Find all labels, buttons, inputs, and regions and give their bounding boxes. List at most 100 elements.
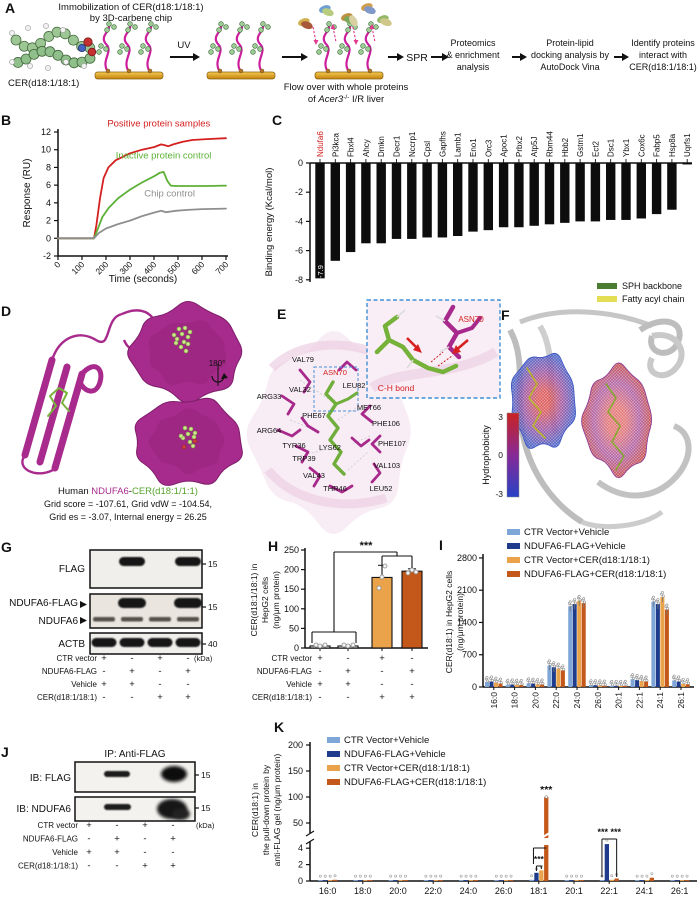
cer-unit [218,21,224,27]
legend-label: NDUFA6-FLAG+Vehicle [524,541,626,552]
blot-band [118,598,146,608]
panel-a-title: by 3D-carbene chip [90,13,172,24]
bar [589,685,593,687]
bar [498,683,503,687]
bar [510,684,515,687]
condition-value: - [318,666,321,677]
blot-label: ACTB [58,639,85,650]
ligand-dot [183,348,189,354]
data-point [536,678,540,682]
y-tick: 0 [298,876,303,886]
condition-value: - [380,679,383,690]
data-point [399,874,402,878]
panel-f-label: F [501,307,510,323]
condition-value: + [379,692,385,703]
bar [401,570,423,649]
data-point [619,679,623,683]
cer-unit [236,46,242,52]
rotation-label: 180° [209,359,226,368]
bar [315,163,325,279]
residue-label: TYR36 [282,441,305,450]
x-tick: 18:1 [530,886,548,896]
cer-unit [345,27,351,33]
blot-band [161,766,187,782]
residue-stick [300,416,320,434]
anchor-dot [346,68,352,74]
mesh-overlay [511,353,576,449]
data-point [615,683,619,687]
atom-h [81,63,87,69]
data-point [657,601,661,605]
gene-label: Ybx1 [622,138,631,157]
data-point [665,603,669,607]
bar [498,163,509,228]
cer-unit [252,43,258,49]
bar [463,880,469,881]
gene-label: Eno1 [469,138,478,157]
data-point [661,594,665,598]
legend-swatch [327,751,340,757]
residue-stick [308,466,322,488]
data-point [635,674,639,678]
spr-curve [57,207,227,240]
data-point [363,874,367,878]
carbene-chip-graphic [206,21,276,80]
data-point [660,591,664,595]
atom-c [20,53,32,65]
x-tick: 20:0 [389,886,407,896]
data-point [603,683,607,687]
data-point [405,570,411,576]
residue-stick [370,462,382,484]
x-tick: 24:1 [636,886,654,896]
bar [505,684,510,687]
data-point [577,594,581,598]
data-point [495,680,499,684]
bar [531,683,536,687]
legend-swatch [597,296,617,302]
ligand-dot [185,431,191,437]
bar [433,880,438,881]
ligand-dot [185,334,191,340]
data-point [603,679,606,683]
hydrophobicity-colorbar [506,412,520,498]
data-point [389,874,393,878]
data-point [598,679,602,683]
bar [574,880,579,881]
ligand-dot [190,443,196,449]
data-point [519,678,523,682]
condition-value: - [158,666,161,677]
panel-a-label: A [5,0,16,16]
data-point [515,678,519,682]
flow-arrow [371,26,376,43]
cer-unit [145,46,151,52]
condition-value: + [129,666,135,677]
pointer-arrow-head [413,344,422,353]
data-point [424,874,428,878]
kda-marker: 15 [208,559,218,569]
x-tick: 0 [52,259,63,270]
cer-unit [265,24,271,30]
data-point [631,676,635,680]
bar [569,880,574,881]
gene-label: Nccrp1 [408,131,417,157]
legend-label: CTR Vector+Vehicle [524,527,609,538]
cer-unit [111,24,117,30]
condition-value: - [87,861,90,872]
bar [547,665,552,687]
cer-unit [258,27,264,33]
protein-blob-part [349,15,358,27]
condition-value: + [114,834,120,845]
data-point [322,642,328,648]
bar [544,797,549,838]
bar [675,880,680,881]
x-tick: 18:0 [354,886,372,896]
contact-line [289,419,321,433]
y-tick: 2 [298,860,303,870]
atom-h [25,25,31,31]
data-point [610,874,614,878]
data-point [434,874,438,878]
condition-value: + [157,692,163,703]
bar [581,603,586,687]
data-point [599,682,603,686]
blot-band [175,557,201,566]
